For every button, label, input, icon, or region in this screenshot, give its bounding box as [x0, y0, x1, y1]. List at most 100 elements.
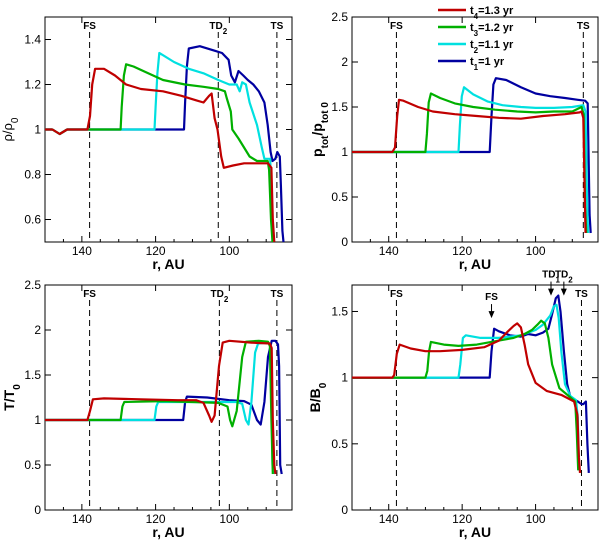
- legend-label-rest: =1 yr: [478, 56, 505, 68]
- marker-label-sub: 2: [224, 295, 229, 304]
- legend-label-sub: 3: [474, 29, 479, 38]
- marker-label-text: FS: [83, 289, 96, 300]
- marker-label-text: TS: [575, 289, 588, 300]
- x-tick-label: 120: [452, 244, 472, 258]
- legend-label-rest: =1.2 yr: [478, 22, 514, 34]
- x-tick-label: 120: [452, 512, 472, 526]
- annotation-arrow-head: [488, 311, 495, 319]
- y-axis-label-sub: tot: [320, 135, 331, 148]
- y-tick-label: 1.5: [24, 368, 41, 382]
- series-line-t3: [352, 92, 588, 234]
- marker-label: FS: [390, 289, 403, 300]
- legend-label-t3: t3=1.2 yr: [470, 22, 514, 38]
- marker-label: TS: [270, 289, 283, 300]
- legend-label-t4: t4=1.3 yr: [470, 5, 514, 21]
- series-line-t2: [352, 303, 580, 471]
- series-line-t3: [45, 339, 274, 475]
- legend-label-rest: =1.3 yr: [478, 5, 514, 17]
- annotation-label-text: TD: [542, 270, 555, 281]
- x-tick-label: 100: [219, 244, 239, 258]
- legend-label-main: t: [470, 22, 474, 34]
- y-tick-label: 0.8: [24, 168, 41, 182]
- y-tick-label: 1.5: [331, 304, 348, 318]
- y-tick-label: 2.5: [24, 278, 41, 292]
- annotation-label: FS: [485, 292, 498, 303]
- y-axis-label-sub: 0: [318, 382, 329, 388]
- y-tick-label: 1: [34, 123, 41, 137]
- plot-frame: [351, 16, 599, 243]
- annotation-label-text: TD: [555, 270, 568, 281]
- y-tick-label: 0.5: [331, 190, 348, 204]
- y-tick-label: 2: [341, 55, 348, 69]
- x-axis-label: r, AU: [152, 524, 184, 540]
- x-tick-label: 120: [146, 244, 166, 258]
- legend-label-main: t: [470, 5, 474, 17]
- legend-label-sub: 4: [474, 12, 479, 21]
- marker-label: TS: [577, 21, 590, 32]
- y-tick-label: 2.5: [331, 10, 348, 24]
- y-tick-label: 2: [34, 323, 41, 337]
- plot-frame: [44, 284, 293, 511]
- series-line-t3: [352, 319, 580, 471]
- marker-label-text: TS: [270, 21, 283, 32]
- legend-label-main: t: [470, 56, 474, 68]
- series-line-t1: [45, 45, 285, 243]
- x-axis-label: r, AU: [459, 256, 491, 272]
- annotation-label-sub: 1: [555, 275, 560, 284]
- marker-label: TS: [270, 21, 283, 32]
- series-line-t2: [45, 51, 274, 243]
- series-line-t4: [352, 322, 582, 473]
- x-tick-label: 140: [72, 244, 92, 258]
- x-tick-label: 120: [146, 512, 166, 526]
- x-tick-label: 140: [379, 512, 399, 526]
- series-line-t2: [352, 86, 590, 234]
- y-tick-label: 0.6: [24, 213, 41, 227]
- series-line-t1: [352, 294, 590, 473]
- y-axis-label-main: ρ/ρ: [0, 123, 15, 141]
- annotation-label-text: FS: [485, 292, 498, 303]
- marker-label: FS: [390, 21, 403, 32]
- marker-label: TD2: [210, 289, 228, 304]
- x-axis-label: r, AU: [459, 524, 491, 540]
- y-axis-label-sub2: tot 0: [320, 102, 331, 124]
- series-line-t2: [45, 341, 275, 475]
- plot-frame: [351, 284, 599, 511]
- marker-label: FS: [83, 289, 96, 300]
- y-axis-label-mid: /p: [309, 123, 325, 135]
- annotation-arrow-head: [560, 288, 567, 296]
- series-line-t1: [45, 339, 283, 475]
- marker-label-text: FS: [390, 289, 403, 300]
- legend-label-sub: 2: [474, 46, 479, 55]
- y-tick-label: 0.5: [331, 437, 348, 451]
- y-tick-label: 1.5: [331, 100, 348, 114]
- annotation-label: TD1: [542, 270, 560, 285]
- y-tick-label: 0.5: [24, 458, 41, 472]
- y-axis-label-main: T/T: [1, 389, 17, 410]
- marker-label-sub: 2: [223, 27, 228, 36]
- annotation-label: TD2: [555, 270, 573, 285]
- y-tick-label: 0: [341, 235, 348, 249]
- marker-label-text: FS: [390, 21, 403, 32]
- legend-label-rest: =1.1 yr: [478, 39, 514, 51]
- marker-label-text: TS: [577, 21, 590, 32]
- series-line-t3: [45, 63, 274, 243]
- x-tick-label: 100: [526, 512, 546, 526]
- y-axis-label-sub: 0: [12, 384, 23, 390]
- y-axis-label: ptot/ptot 0: [309, 102, 331, 157]
- x-tick-label: 140: [379, 244, 399, 258]
- y-tick-label: 0: [341, 503, 348, 517]
- x-axis-label: r, AU: [152, 256, 184, 272]
- legend-label-sub: 1: [474, 63, 479, 72]
- marker-label-text: TS: [270, 289, 283, 300]
- x-tick-label: 140: [72, 512, 92, 526]
- y-tick-label: 1: [341, 145, 348, 159]
- y-axis-label: ρ/ρ0: [0, 117, 21, 141]
- y-axis-label-main: p: [309, 148, 325, 157]
- y-tick-label: 1.4: [24, 33, 41, 47]
- annotation-arrow-head: [548, 288, 555, 296]
- legend-label-t1: t1=1 yr: [470, 56, 505, 72]
